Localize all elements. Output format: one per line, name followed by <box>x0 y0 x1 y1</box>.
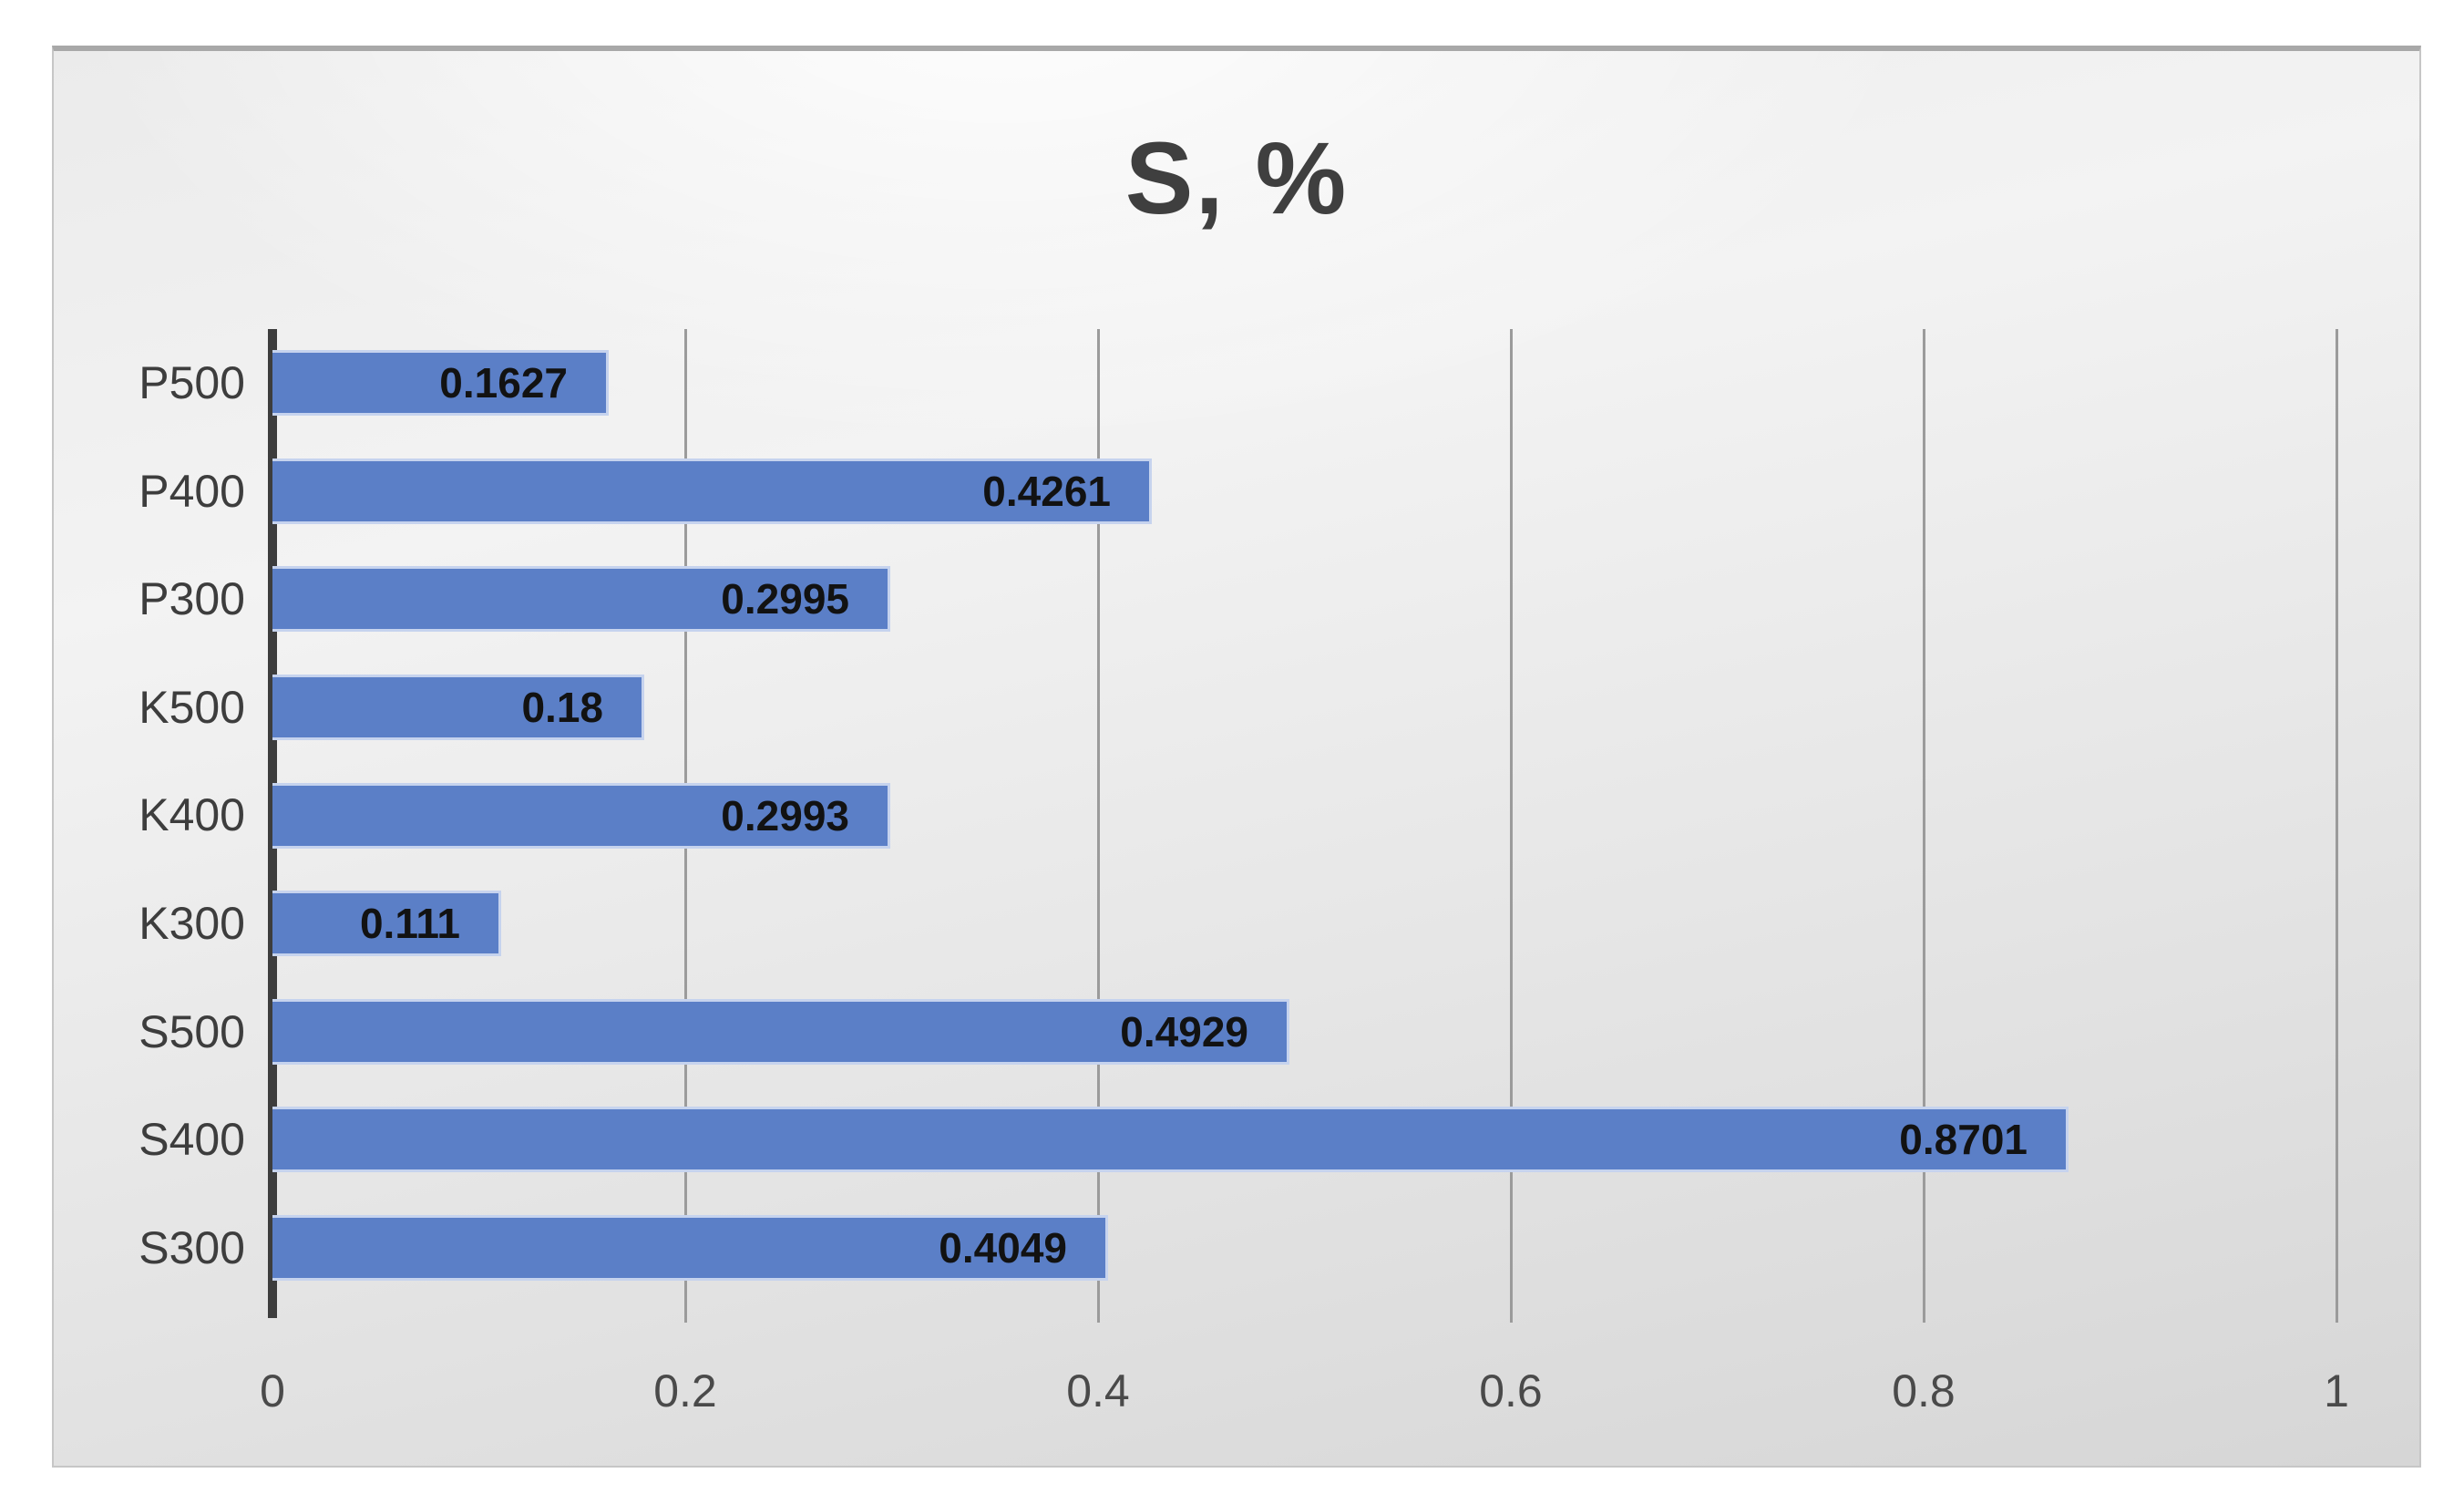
bar-value-label: 0.4929 <box>1120 1007 1248 1056</box>
bar: 0.4261 <box>272 458 1152 524</box>
x-axis-tick-label: 1 <box>2324 1365 2349 1416</box>
category-label: K300 <box>139 898 245 950</box>
chart-frame: S, % P500 0.1627 P400 0.4261 P300 0.2995 K500 0… <box>52 46 2421 1468</box>
bar: 0.8701 <box>272 1107 2069 1173</box>
bar-value-label: 0.1627 <box>439 359 568 407</box>
bar-value-label: 0.4049 <box>939 1223 1067 1272</box>
x-axis-tick-label: 0.8 <box>1892 1365 1956 1416</box>
category-label: S300 <box>139 1221 245 1273</box>
bar: 0.18 <box>272 674 644 740</box>
x-axis-tick-label: 0 <box>260 1365 285 1416</box>
x-axis-tick-label: 0.6 <box>1479 1365 1543 1416</box>
gridline <box>2335 329 2338 1323</box>
category-label: S500 <box>139 1005 245 1057</box>
category-label: P400 <box>139 465 245 517</box>
bar-value-label: 0.8701 <box>1899 1116 2028 1164</box>
bar-value-label: 0.111 <box>359 900 460 948</box>
gridline <box>1096 329 1100 1323</box>
category-label: P500 <box>139 357 245 409</box>
bar: 0.1627 <box>272 350 609 417</box>
bar: 0.2993 <box>272 782 890 849</box>
bar: 0.4929 <box>272 998 1289 1065</box>
category-label: P300 <box>139 573 245 625</box>
x-axis-tick-label: 0.2 <box>653 1365 717 1416</box>
chart-title: S, % <box>1124 121 1349 235</box>
bar-value-label: 0.18 <box>521 683 603 731</box>
category-label: K500 <box>139 681 245 733</box>
category-label: S400 <box>139 1114 245 1166</box>
gridline <box>1509 329 1513 1323</box>
bar: 0.4049 <box>272 1214 1108 1281</box>
category-label: K400 <box>139 789 245 841</box>
bar-value-label: 0.2995 <box>721 575 849 623</box>
x-axis-tick-label: 0.4 <box>1066 1365 1130 1416</box>
bar-value-label: 0.4261 <box>982 467 1111 515</box>
bar: 0.2995 <box>272 566 890 633</box>
gridline <box>1922 329 1925 1323</box>
bar-value-label: 0.2993 <box>721 791 849 840</box>
bar: 0.111 <box>272 891 501 957</box>
